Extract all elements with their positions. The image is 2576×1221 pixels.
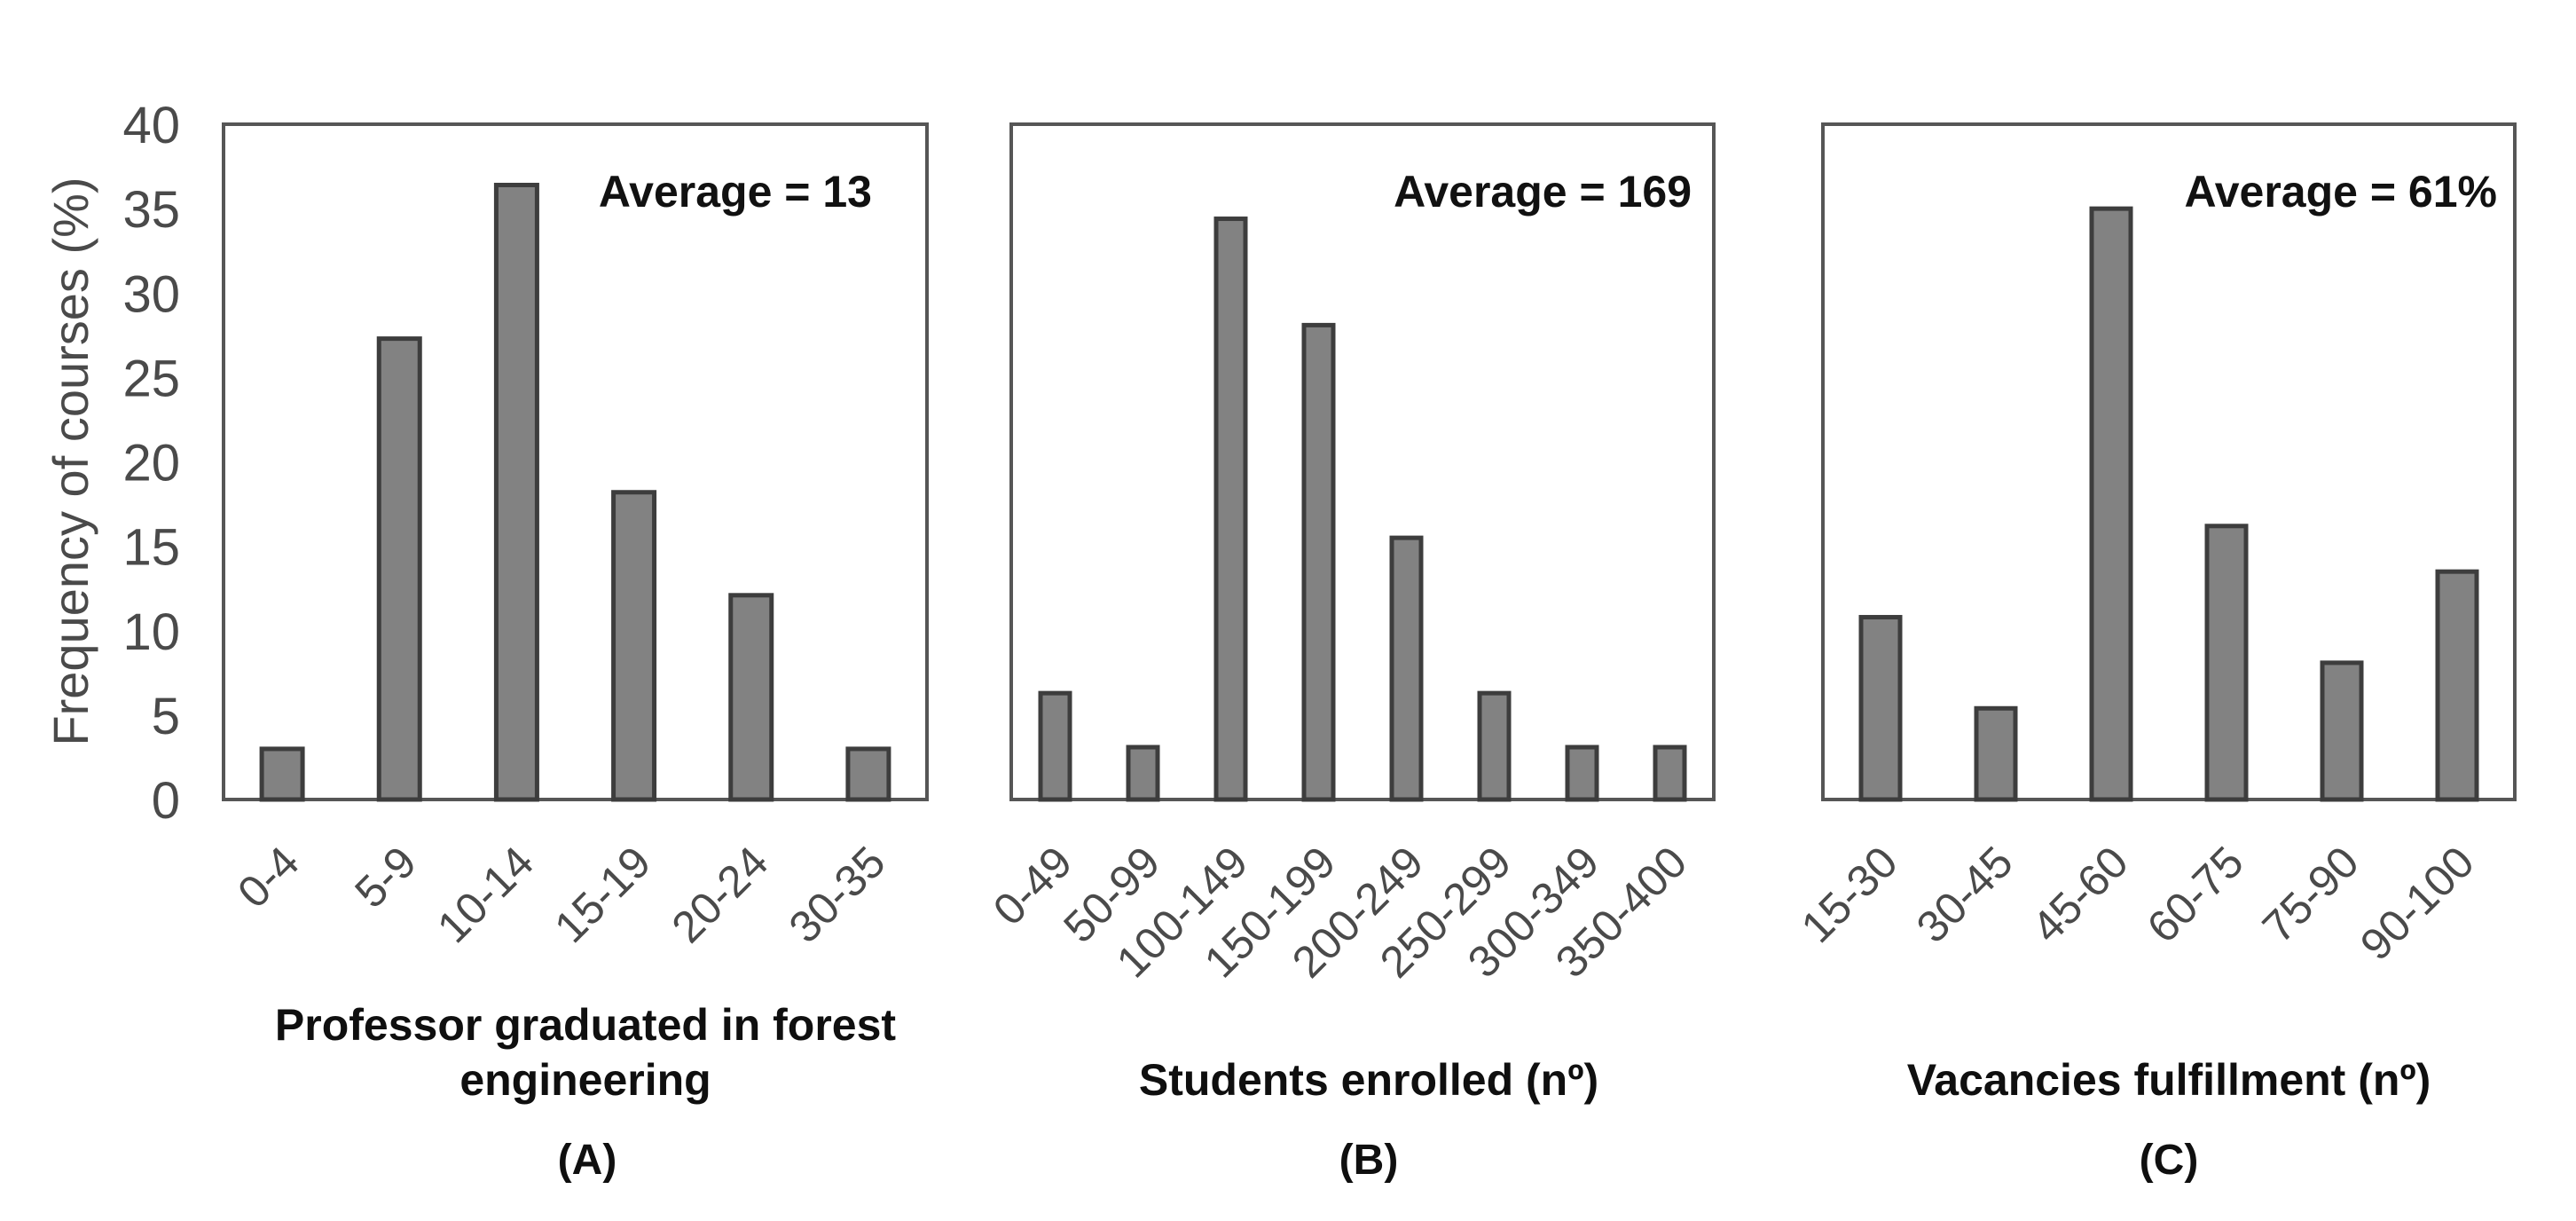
bar [1041,693,1070,800]
bar [731,595,772,800]
x-category-label: 30-35 [780,837,895,952]
bar [496,185,537,800]
bar [1861,618,1900,800]
bar [1567,747,1597,800]
y-tick-label: 0 [152,772,180,830]
x-category-label: 5-9 [345,837,426,918]
bar [262,749,302,800]
bar [1655,747,1685,800]
y-axis-title: Frequency of courses (%) [43,62,98,861]
bar [2438,571,2477,800]
bar [1128,747,1158,800]
x-category-label: 10-14 [428,837,543,952]
plot-box-c [1823,124,2515,800]
bar [1216,219,1245,800]
bar [379,339,420,800]
panel-letter-a: (A) [232,1136,942,1185]
bar [1480,693,1509,800]
bar [2322,663,2361,800]
y-tick-label: 20 [122,435,180,492]
y-tick-label: 5 [152,688,180,745]
figure-canvas: 0-4 5-910-1415-1920-2430-35 0 5 10 15 20 25 30 35… [0,0,2576,1221]
panel-letter-c: (C) [1814,1136,2524,1185]
x-category-label: 15-19 [545,837,660,952]
x-category-label: 45-60 [2022,837,2138,952]
bar [2092,209,2131,800]
y-tick-label: 40 [122,97,180,154]
x-category-label: 20-24 [662,837,777,952]
average-annotation-panel-c: Average = 61% [2098,167,2497,217]
x-axis-title-panel-b: Students enrolled (nº) [1014,1052,1724,1107]
x-axis-title-panel-a: Professor graduated in forest engineerin… [231,997,940,1107]
x-category-label: 30-45 [1907,837,2022,952]
x-category-label: 0-4 [228,837,309,918]
bar [1976,708,2015,800]
bar [1392,538,1421,800]
x-category-label: 90-100 [2351,837,2484,970]
y-tick-label: 10 [122,603,180,661]
y-tick-label: 15 [122,519,180,577]
average-annotation-panel-b: Average = 169 [1292,167,1692,217]
panel-letter-b: (B) [1014,1136,1724,1185]
x-axis-title-panel-c: Vacancies fulfillment (nº) [1814,1052,2524,1107]
y-tick-label: 30 [122,265,180,323]
bar [848,749,889,800]
bar [1304,325,1333,800]
y-tick-label: 35 [122,181,180,239]
average-annotation-panel-a: Average = 13 [473,167,872,217]
plot-box-a [224,124,927,800]
x-category-label: 15-30 [1792,837,1907,952]
x-category-label: 60-75 [2138,837,2253,952]
bar [614,492,655,800]
plot-box-b [1011,124,1714,800]
bar [2207,526,2246,800]
y-tick-label: 25 [122,350,180,407]
